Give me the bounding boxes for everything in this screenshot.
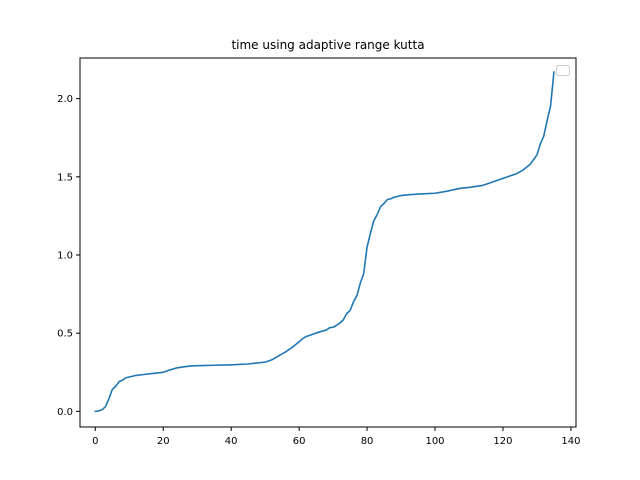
y-tick-label: 1.5 [57, 172, 73, 183]
chart-title: time using adaptive range kutta [231, 38, 424, 52]
x-tick-label: 60 [293, 436, 306, 447]
x-tick-label: 100 [425, 436, 444, 447]
y-tick-label: 1.0 [57, 251, 73, 262]
y-tick-label: 0.0 [57, 407, 73, 418]
plot-area-frame [79, 57, 577, 428]
x-tick-label: 0 [92, 436, 98, 447]
x-tick-label: 80 [361, 436, 374, 447]
y-axis: 0.0 0.5 1.0 1.5 2.0 [57, 94, 80, 418]
x-tick-label: 40 [225, 436, 238, 447]
x-axis: 0 20 40 60 80 100 120 140 [92, 427, 580, 447]
series-line [94, 71, 555, 413]
x-tick-label: 140 [561, 436, 580, 447]
y-tick-label: 0.5 [57, 329, 73, 340]
x-tick-label: 120 [493, 436, 512, 447]
x-tick-label: 20 [157, 436, 170, 447]
legend-box [556, 65, 570, 76]
series-layer [94, 71, 555, 413]
y-tick-label: 2.0 [57, 94, 73, 105]
